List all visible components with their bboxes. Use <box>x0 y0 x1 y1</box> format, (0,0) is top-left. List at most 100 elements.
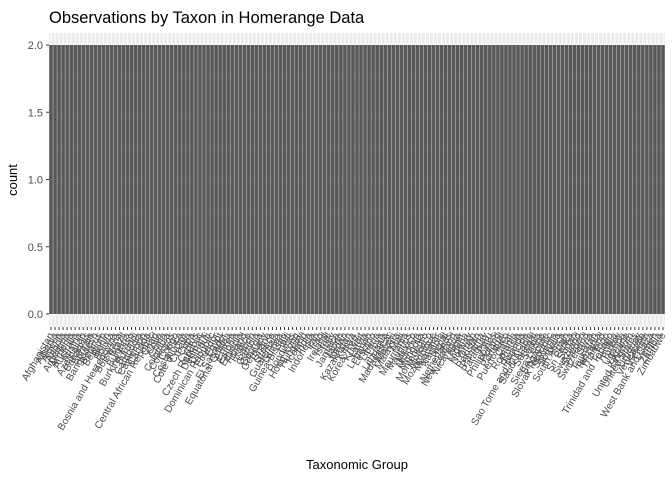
bar <box>230 45 235 314</box>
bar <box>214 45 218 314</box>
bar <box>532 45 536 314</box>
bar <box>649 45 653 314</box>
bar <box>375 45 379 314</box>
bar <box>407 45 412 314</box>
bars <box>49 45 665 314</box>
bar <box>475 45 480 314</box>
bar <box>641 45 645 314</box>
y-tick-label: 0.5 <box>28 242 43 254</box>
bar <box>222 45 226 314</box>
bar <box>576 45 581 314</box>
bar <box>443 45 448 314</box>
bar <box>310 45 315 314</box>
y-axis: 0.0 0.5 1.0 1.5 2.0 <box>28 40 49 321</box>
bar <box>198 45 202 314</box>
bar <box>628 45 633 314</box>
bar <box>588 45 593 314</box>
bar <box>234 45 239 314</box>
bar <box>133 45 138 314</box>
bar <box>387 45 392 314</box>
bar <box>182 45 186 314</box>
bar <box>391 45 396 314</box>
bar <box>415 45 420 314</box>
bar <box>294 45 299 314</box>
bar <box>327 45 331 314</box>
bar <box>298 45 303 314</box>
bar <box>379 45 383 314</box>
y-tick-label: 1.5 <box>28 107 43 119</box>
bar <box>645 45 649 314</box>
bar <box>258 45 263 314</box>
bar <box>314 45 319 314</box>
bar <box>564 45 569 314</box>
chart-title: Observations by Taxon in Homerange Data <box>49 9 365 27</box>
bar <box>419 45 424 314</box>
bar <box>536 45 540 314</box>
bar <box>109 45 114 314</box>
bar <box>117 45 122 314</box>
bar <box>190 45 194 314</box>
bar <box>194 45 198 314</box>
bar <box>89 45 94 314</box>
bar <box>484 45 488 314</box>
bar <box>637 45 641 314</box>
bar <box>202 45 206 314</box>
bar <box>657 45 661 314</box>
bar <box>520 45 524 314</box>
bar <box>157 45 162 314</box>
bar <box>528 45 532 314</box>
bar <box>77 45 82 314</box>
bar <box>302 45 307 314</box>
bar <box>262 45 267 314</box>
y-tick-label: 2.0 <box>28 40 43 52</box>
bar <box>169 45 174 314</box>
bar <box>274 45 279 314</box>
bar <box>580 45 585 314</box>
bar <box>290 45 295 314</box>
bar <box>632 45 637 314</box>
bar <box>540 45 545 314</box>
bar <box>624 45 629 314</box>
bar <box>250 45 255 314</box>
bar <box>113 45 118 314</box>
bar <box>467 45 472 314</box>
y-tick-label: 0.0 <box>28 309 43 321</box>
bar <box>608 45 613 314</box>
bar <box>492 45 496 314</box>
bar <box>653 45 657 314</box>
x-axis: AfghanistanAlbaniaAlgeriaAngolaArgentina… <box>20 327 669 433</box>
bar <box>93 45 98 314</box>
bar <box>153 45 158 314</box>
bar <box>512 45 516 314</box>
bar <box>395 45 400 314</box>
bar <box>459 45 464 314</box>
bar <box>61 45 65 314</box>
bar <box>508 45 512 314</box>
bar <box>524 45 528 314</box>
bar <box>363 45 367 314</box>
bar <box>242 45 247 314</box>
bar <box>81 45 86 314</box>
bar <box>496 45 500 314</box>
bar <box>439 45 444 314</box>
bar <box>359 45 363 314</box>
bar <box>339 45 343 314</box>
bar <box>101 45 106 314</box>
bar <box>282 45 287 314</box>
bar <box>206 45 210 314</box>
bar <box>141 45 146 314</box>
bar <box>479 45 484 314</box>
bar <box>488 45 492 314</box>
bar <box>347 45 351 314</box>
bar <box>548 45 553 314</box>
bar <box>367 45 371 314</box>
y-axis-title: count <box>5 164 20 196</box>
bar <box>246 45 251 314</box>
bar <box>335 45 339 314</box>
bar <box>286 45 291 314</box>
bar <box>435 45 440 314</box>
bar <box>411 45 416 314</box>
bar <box>129 45 134 314</box>
bar <box>105 45 110 314</box>
